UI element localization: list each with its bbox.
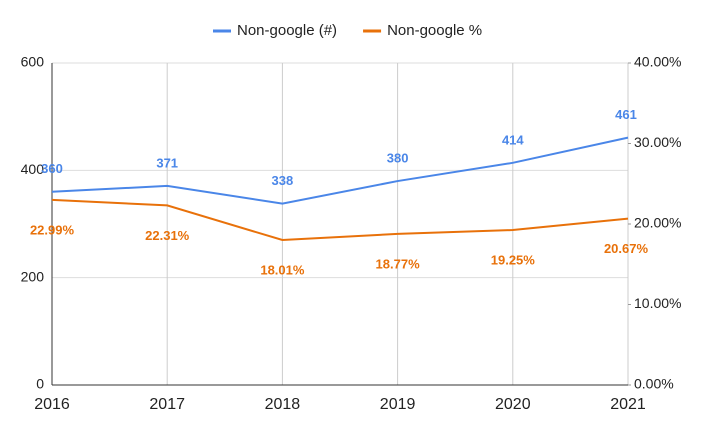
data-label: 371 bbox=[156, 155, 178, 170]
data-label: 20.67% bbox=[604, 241, 649, 256]
x-tick-label: 2021 bbox=[610, 396, 646, 413]
x-tick-label: 2017 bbox=[149, 396, 185, 413]
data-label: 18.01% bbox=[260, 262, 305, 277]
data-label: 22.31% bbox=[145, 228, 190, 243]
y2-tick-label: 30.00% bbox=[634, 134, 681, 150]
data-label: 18.77% bbox=[376, 256, 421, 271]
data-label: 22.99% bbox=[30, 222, 75, 237]
data-label: 461 bbox=[615, 107, 637, 122]
y2-tick-label: 20.00% bbox=[634, 215, 681, 231]
legend-label: Non-google % bbox=[387, 22, 482, 39]
y2-tick-label: 40.00% bbox=[634, 54, 681, 70]
y-tick-label: 400 bbox=[21, 161, 45, 177]
data-label: 380 bbox=[387, 151, 409, 166]
data-label: 360 bbox=[41, 161, 63, 176]
data-label: 414 bbox=[502, 132, 524, 147]
data-label: 338 bbox=[272, 173, 294, 188]
y2-tick-label: 0.00% bbox=[634, 376, 674, 392]
y-tick-label: 200 bbox=[21, 268, 45, 284]
series-line bbox=[51, 198, 629, 242]
data-label: 19.25% bbox=[491, 252, 536, 267]
x-tick-label: 2016 bbox=[34, 396, 70, 413]
x-tick-label: 2020 bbox=[495, 396, 531, 413]
y-tick-label: 0 bbox=[36, 376, 44, 392]
series-line bbox=[51, 136, 629, 205]
y-tick-label: 600 bbox=[21, 54, 45, 70]
y2-tick-label: 10.00% bbox=[634, 295, 681, 311]
x-tick-label: 2019 bbox=[380, 396, 416, 413]
legend-label: Non-google (#) bbox=[237, 22, 337, 39]
x-tick-label: 2018 bbox=[265, 396, 301, 413]
